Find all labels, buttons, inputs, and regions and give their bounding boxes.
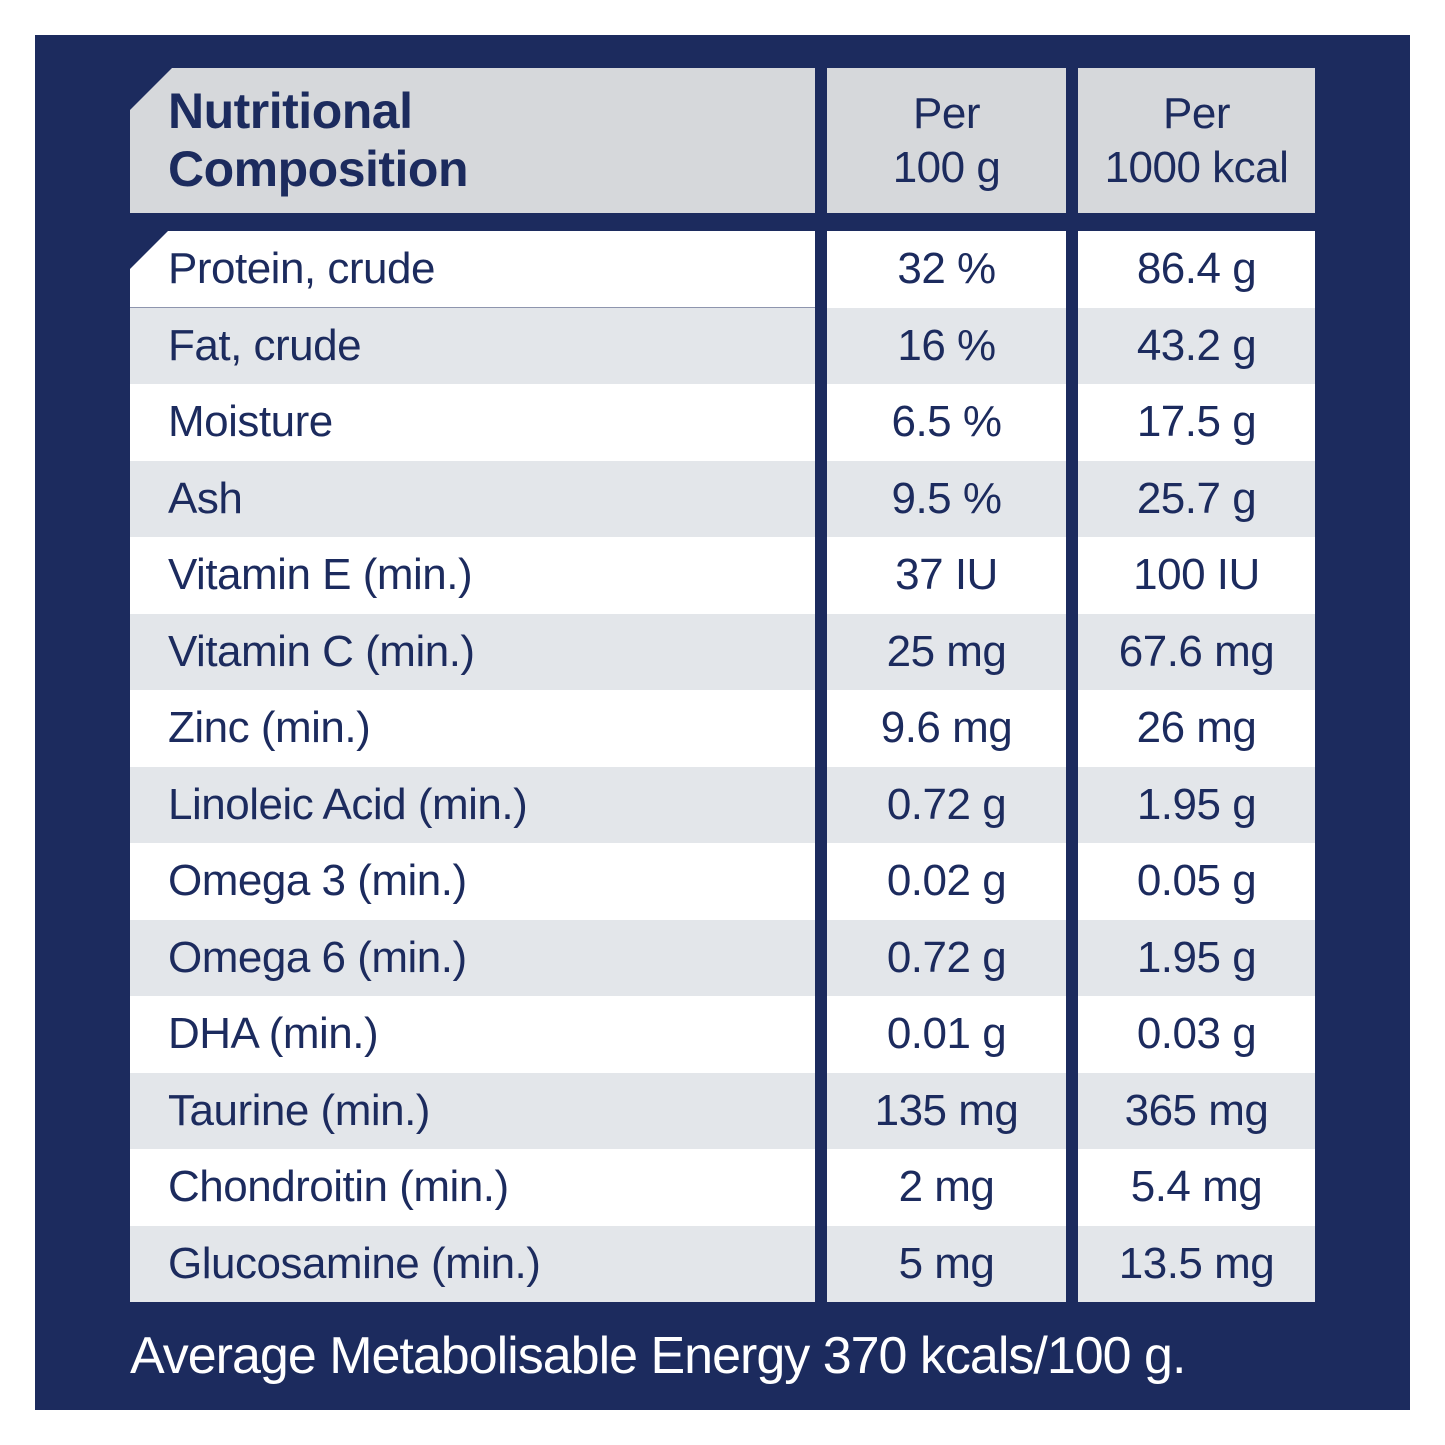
per-1000kcal-value: 67.6 mg xyxy=(1078,613,1315,690)
per-1000kcal-value: 100 IU xyxy=(1078,537,1315,614)
nutrient-label: Linoleic Acid (min.) xyxy=(130,766,815,843)
nutrient-label: Omega 3 (min.) xyxy=(130,843,815,920)
per-1000kcal-value: 13.5 mg xyxy=(1078,1225,1315,1302)
table-row: Fat, crude 16 % 43.2 g xyxy=(130,307,1315,384)
per-1000kcal-value: 365 mg xyxy=(1078,1072,1315,1149)
per-1000kcal-value: 86.4 g xyxy=(1078,231,1315,308)
column-header-per-1000kcal: Per 1000 kcal xyxy=(1078,68,1315,213)
table-row: Vitamin C (min.) 25 mg 67.6 mg xyxy=(130,613,1315,690)
nutritional-composition-table: Nutritional Composition Per 100 g Per 10… xyxy=(130,68,1315,1302)
per-1000kcal-value: 43.2 g xyxy=(1078,307,1315,384)
table-row: Chondroitin (min.) 2 mg 5.4 mg xyxy=(130,1149,1315,1226)
per-100g-value: 9.5 % xyxy=(827,460,1066,537)
per-1000kcal-value: 0.05 g xyxy=(1078,843,1315,920)
per-100g-value: 32 % xyxy=(827,231,1066,308)
per-100g-value: 37 IU xyxy=(827,537,1066,614)
per-1000kcal-line2: 1000 kcal xyxy=(1104,142,1289,192)
nutrient-label: Taurine (min.) xyxy=(130,1072,815,1149)
nutrition-panel: Nutritional Composition Per 100 g Per 10… xyxy=(35,35,1410,1410)
per-100g-line2: 100 g xyxy=(892,142,1001,192)
table-row: Zinc (min.) 9.6 mg 26 mg xyxy=(130,690,1315,767)
nutrient-label: Glucosamine (min.) xyxy=(130,1225,815,1302)
nutrient-label: DHA (min.) xyxy=(130,996,815,1073)
table-row: Taurine (min.) 135 mg 365 mg xyxy=(130,1072,1315,1149)
per-1000kcal-value: 1.95 g xyxy=(1078,919,1315,996)
per-1000kcal-value: 26 mg xyxy=(1078,690,1315,767)
per-100g-value: 25 mg xyxy=(827,613,1066,690)
nutrient-label: Vitamin E (min.) xyxy=(130,537,815,614)
per-1000kcal-value: 17.5 g xyxy=(1078,384,1315,461)
per-100g-value: 0.72 g xyxy=(827,919,1066,996)
per-100g-line1: Per xyxy=(913,88,980,138)
table-row: Glucosamine (min.) 5 mg 13.5 mg xyxy=(130,1225,1315,1302)
nutrient-label: Protein, crude xyxy=(130,231,815,308)
per-1000kcal-value: 25.7 g xyxy=(1078,460,1315,537)
nutrient-label: Zinc (min.) xyxy=(130,690,815,767)
per-100g-value: 0.72 g xyxy=(827,766,1066,843)
table-title-line2: Composition xyxy=(168,140,469,197)
table-row: Protein, crude 32 % 86.4 g xyxy=(130,231,1315,308)
per-100g-value: 16 % xyxy=(827,307,1066,384)
per-1000kcal-value: 5.4 mg xyxy=(1078,1149,1315,1226)
per-1000kcal-line1: Per xyxy=(1163,88,1230,138)
table-row: Moisture 6.5 % 17.5 g xyxy=(130,384,1315,461)
table-body: Protein, crude 32 % 86.4 g Fat, crude 16… xyxy=(130,231,1315,1302)
per-100g-value: 9.6 mg xyxy=(827,690,1066,767)
per-1000kcal-value: 1.95 g xyxy=(1078,766,1315,843)
per-100g-value: 5 mg xyxy=(827,1225,1066,1302)
nutrient-label: Moisture xyxy=(130,384,815,461)
table-header-row: Nutritional Composition Per 100 g Per 10… xyxy=(130,68,1315,213)
nutrient-label: Chondroitin (min.) xyxy=(130,1149,815,1226)
nutrient-label: Vitamin C (min.) xyxy=(130,613,815,690)
per-1000kcal-value: 0.03 g xyxy=(1078,996,1315,1073)
nutrient-label: Fat, crude xyxy=(130,307,815,384)
table-row: Omega 3 (min.) 0.02 g 0.05 g xyxy=(130,843,1315,920)
average-metabolisable-energy-note: Average Metabolisable Energy 370 kcals/1… xyxy=(130,1326,1186,1385)
table-row: Ash 9.5 % 25.7 g xyxy=(130,460,1315,537)
per-100g-value: 135 mg xyxy=(827,1072,1066,1149)
table-title: Nutritional Composition xyxy=(130,68,815,213)
nutrient-label: Omega 6 (min.) xyxy=(130,919,815,996)
table-row: DHA (min.) 0.01 g 0.03 g xyxy=(130,996,1315,1073)
per-100g-value: 6.5 % xyxy=(827,384,1066,461)
table-row: Vitamin E (min.) 37 IU 100 IU xyxy=(130,537,1315,614)
table-row: Omega 6 (min.) 0.72 g 1.95 g xyxy=(130,919,1315,996)
per-100g-value: 0.02 g xyxy=(827,843,1066,920)
table-title-line1: Nutritional xyxy=(168,83,413,139)
per-100g-value: 2 mg xyxy=(827,1149,1066,1226)
nutrient-label: Ash xyxy=(130,460,815,537)
table-row: Linoleic Acid (min.) 0.72 g 1.95 g xyxy=(130,766,1315,843)
column-header-per-100g: Per 100 g xyxy=(827,68,1066,213)
per-100g-value: 0.01 g xyxy=(827,996,1066,1073)
